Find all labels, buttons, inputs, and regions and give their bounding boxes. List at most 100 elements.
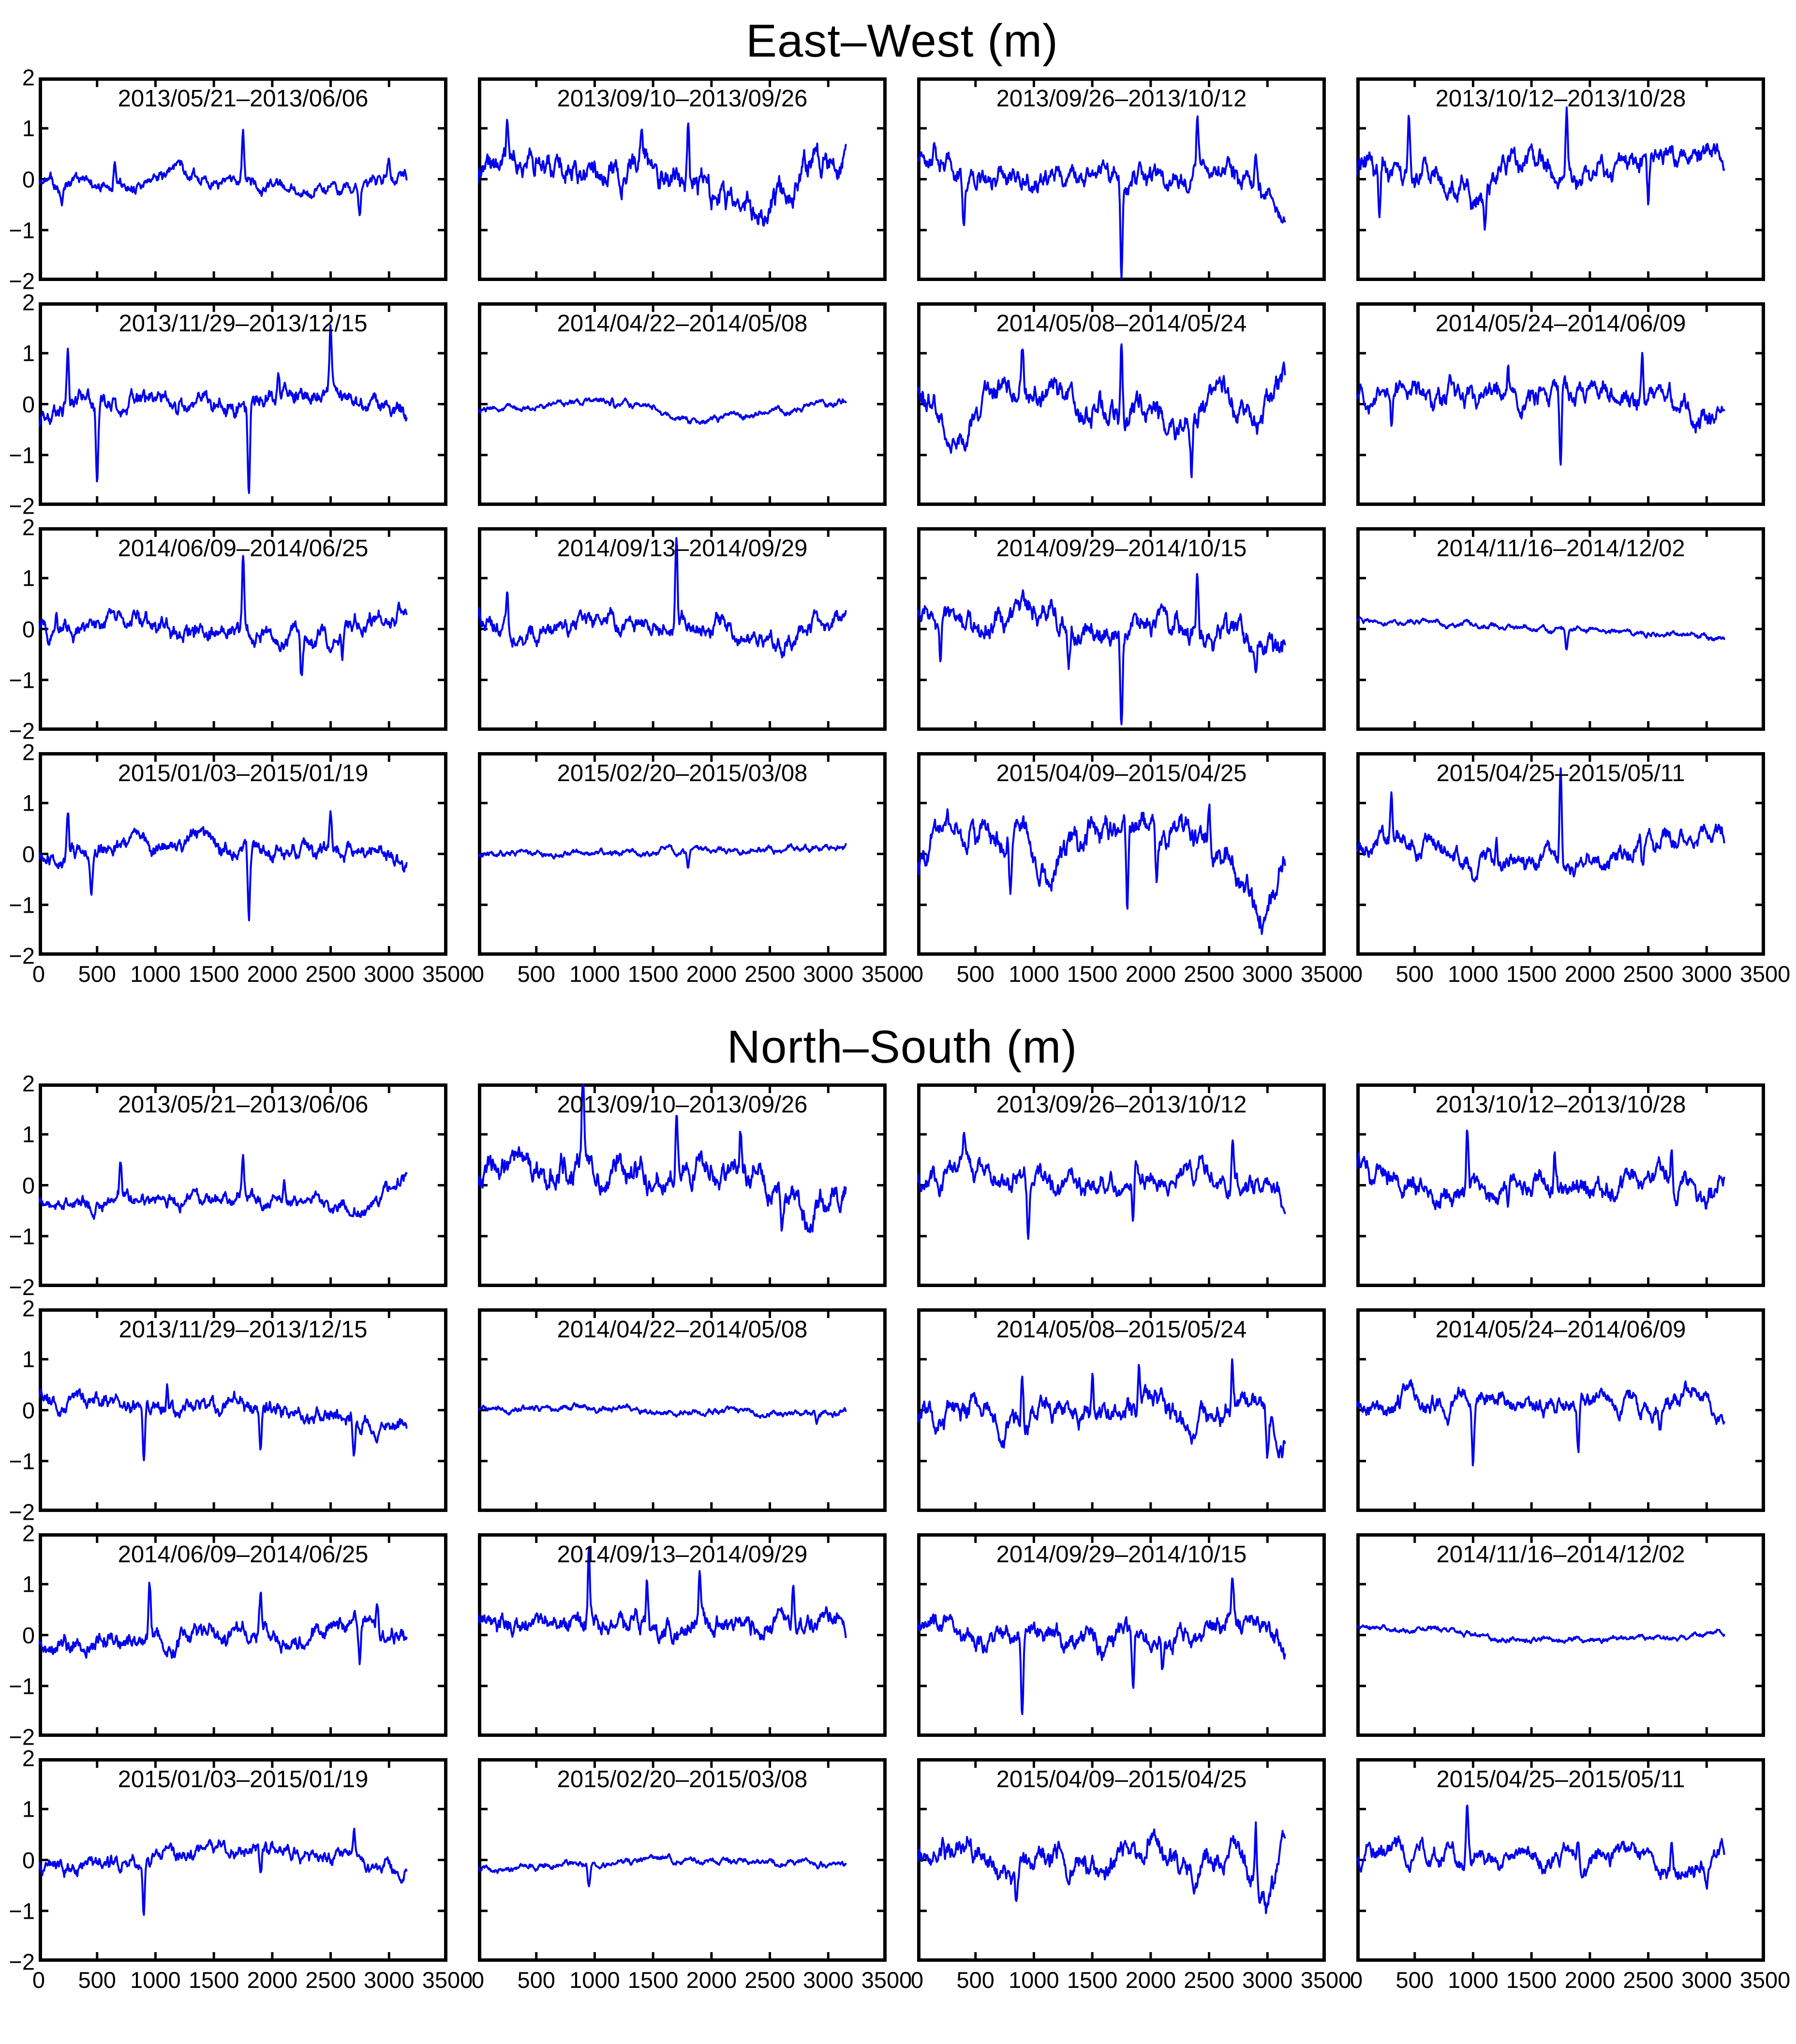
panel-title: 2013/09/26–2013/10/12 (996, 1092, 1247, 1118)
x-tick-label: 2500 (744, 961, 795, 987)
axes-border (917, 1308, 1326, 1512)
panel-title: 2014/04/22–2014/05/08 (557, 1317, 808, 1343)
axes-border (478, 77, 887, 281)
panel-title: 2014/09/13–2014/09/29 (557, 1541, 808, 1568)
plot-area (478, 1083, 887, 1287)
x-tick-label: 3500 (422, 961, 473, 987)
data-line (917, 1358, 1286, 1459)
y-tick-label: 2 (22, 64, 35, 90)
x-tick-label: 3500 (861, 961, 912, 987)
figure-title-north-south: North–South (m) (727, 1021, 1078, 1073)
plot-area (1356, 752, 1765, 956)
plot-area (917, 302, 1326, 506)
plot-area (478, 77, 887, 281)
subplot-panel: 2014/09/13–2014/09/29 (478, 527, 887, 731)
y-tick-label: −2 (9, 1274, 35, 1300)
plot-area (917, 77, 1326, 281)
panel-title: 2015/01/03–2015/01/19 (118, 760, 369, 786)
data-line (917, 1821, 1286, 1914)
axes-border (1356, 1533, 1765, 1737)
x-tick-label: 2500 (1623, 961, 1674, 987)
data-line (1356, 106, 1725, 231)
y-tick-label: 1 (22, 790, 35, 816)
east-west-subplot-grid: 2013/05/21–2013/06/06 2 1 0 −1 −2 2013/09/10–2… (9, 65, 1796, 987)
axes-border (917, 1533, 1326, 1737)
x-tick-label: 3000 (803, 961, 854, 987)
y-tick-label: 0 (22, 1397, 35, 1423)
panel-title: 2014/11/16–2014/12/02 (1436, 535, 1685, 562)
axes-border (39, 1308, 447, 1512)
plot-area (478, 752, 887, 956)
x-tick-label: 0 (32, 961, 45, 987)
data-line (917, 1132, 1286, 1240)
axes-border (478, 1533, 887, 1737)
x-tick-label: 3500 (422, 1967, 473, 1993)
y-tick-label: 0 (22, 1172, 35, 1198)
data-line (478, 1084, 847, 1233)
x-tick-label: 500 (517, 961, 555, 987)
x-tick-label: 1500 (1067, 1967, 1118, 1993)
plot-area (1356, 302, 1765, 506)
panel-title: 2013/09/10–2013/09/26 (557, 1092, 808, 1118)
subplot-panel: 2013/05/21–2013/06/06 2 1 0 −1 −2 (9, 65, 447, 294)
x-tick-label: 0 (1350, 1967, 1363, 1993)
north-south-subplot-grid: 2013/05/21–2013/06/06 2 1 0 −1 −2 2013/09/10–2… (9, 1071, 1796, 1993)
data-line (478, 1853, 847, 1887)
y-tick-label: 0 (22, 616, 35, 642)
x-tick-label: 1000 (569, 1967, 620, 1993)
y-tick-label: 1 (22, 115, 35, 141)
x-tick-label: 1000 (130, 961, 181, 987)
data-line (478, 1402, 847, 1425)
x-tick-label: 0 (1350, 961, 1363, 987)
x-tick-label: 1000 (1448, 961, 1499, 987)
panel-title: 2014/05/08–2014/05/24 (996, 311, 1247, 337)
x-tick-label: 0 (32, 1967, 45, 1993)
subplot-panel: 2014/06/09–2014/06/25 2 1 0 −1 −2 (9, 1521, 447, 1750)
subplot-panel: 2013/05/21–2013/06/06 2 1 0 −1 −2 (9, 1071, 447, 1300)
y-tick-label: 1 (22, 1121, 35, 1147)
data-line (917, 803, 1286, 935)
x-tick-label: 2000 (247, 1967, 298, 1993)
y-tick-label: −1 (9, 217, 35, 243)
subplot-panel: 2013/09/26–2013/10/12 (917, 77, 1326, 281)
x-tick-label: 2500 (1184, 1967, 1234, 1993)
axes-border (39, 77, 447, 281)
subplot-panel: 2014/06/09–2014/06/25 2 1 0 −1 −2 (9, 515, 447, 744)
plot-area (917, 752, 1326, 956)
x-tick-label: 1000 (1448, 1967, 1499, 1993)
y-tick-label: 2 (22, 1295, 35, 1321)
y-tick-label: 2 (22, 289, 35, 315)
x-tick-label: 1500 (627, 961, 679, 987)
y-tick-label: 2 (22, 1070, 35, 1096)
data-line (39, 810, 408, 921)
panel-title: 2013/10/12–2013/10/28 (1435, 86, 1686, 112)
data-line (917, 343, 1286, 478)
x-tick-label: 0 (910, 961, 924, 987)
x-tick-label: 1500 (1067, 961, 1118, 987)
x-tick-label: 3500 (1300, 961, 1351, 987)
data-line (478, 118, 847, 227)
axes-border (917, 1758, 1326, 1962)
plot-area (478, 1308, 887, 1512)
subplot-panel: 2013/09/10–2013/09/26 (478, 1083, 887, 1287)
plot-area (478, 1758, 887, 1962)
panel-title: 2014/06/09–2014/06/25 (118, 535, 369, 562)
axes-border (917, 302, 1326, 506)
x-tick-label: 2000 (1125, 961, 1176, 987)
plot-area (478, 527, 887, 731)
x-tick-label: 1500 (1506, 1967, 1557, 1993)
y-tick-label: 0 (22, 841, 35, 867)
panel-title: 2014/09/29–2014/10/15 (996, 1541, 1247, 1568)
x-tick-label: 0 (471, 961, 485, 987)
x-tick-label: 2500 (1184, 961, 1234, 987)
x-tick-label: 1500 (1506, 961, 1557, 987)
subplot-panel: 2014/09/29–2014/10/15 (917, 1533, 1326, 1737)
subplot-panel: 2013/11/29–2013/12/15 2 1 0 −1 −2 (9, 290, 447, 519)
panel-title: 2014/09/13–2014/09/29 (557, 535, 808, 562)
x-tick-label: 1000 (569, 961, 620, 987)
subplot-panel: 2013/10/12–2013/10/28 (1356, 1083, 1765, 1287)
y-tick-label: −1 (9, 1898, 35, 1924)
data-line (39, 324, 408, 494)
panel-title: 2015/04/09–2015/04/25 (996, 1766, 1247, 1792)
subplot-panel: 2014/05/24–2014/06/09 (1356, 1308, 1765, 1512)
